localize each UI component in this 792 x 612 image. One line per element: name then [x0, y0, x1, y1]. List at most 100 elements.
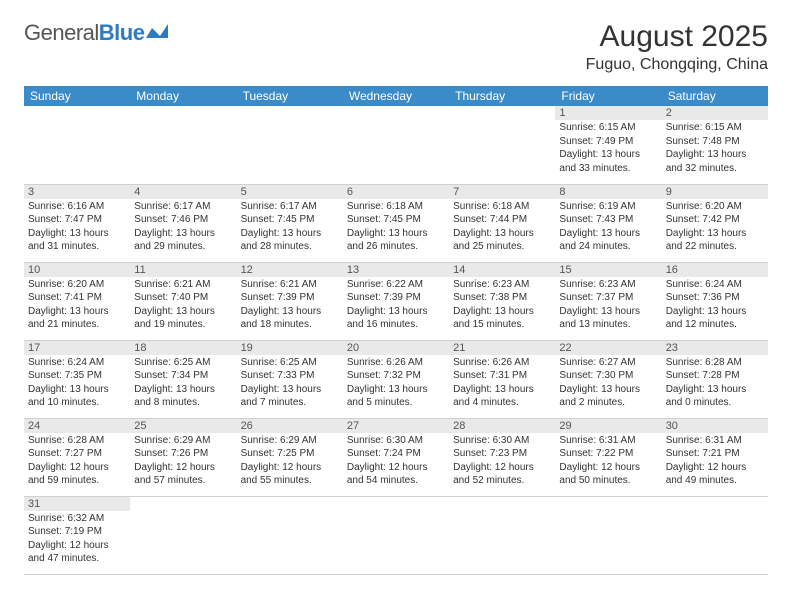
day-cell: 12Sunrise: 6:21 AMSunset: 7:39 PMDayligh… — [237, 262, 343, 340]
column-header: Saturday — [662, 86, 768, 106]
day-data: Sunrise: 6:17 AMSunset: 7:46 PMDaylight:… — [130, 199, 236, 257]
day-number: 17 — [24, 341, 130, 355]
column-header: Wednesday — [343, 86, 449, 106]
day-cell — [449, 496, 555, 574]
logo-text-b: Blue — [99, 20, 145, 46]
day-number: 25 — [130, 419, 236, 433]
day-data: Sunrise: 6:28 AMSunset: 7:28 PMDaylight:… — [662, 355, 768, 413]
day-data: Sunrise: 6:21 AMSunset: 7:39 PMDaylight:… — [237, 277, 343, 335]
day-data: Sunrise: 6:17 AMSunset: 7:45 PMDaylight:… — [237, 199, 343, 257]
day-cell: 29Sunrise: 6:31 AMSunset: 7:22 PMDayligh… — [555, 418, 661, 496]
column-header: Friday — [555, 86, 661, 106]
day-data: Sunrise: 6:32 AMSunset: 7:19 PMDaylight:… — [24, 511, 130, 569]
logo-text-a: General — [24, 20, 99, 46]
day-cell: 14Sunrise: 6:23 AMSunset: 7:38 PMDayligh… — [449, 262, 555, 340]
day-data: Sunrise: 6:18 AMSunset: 7:45 PMDaylight:… — [343, 199, 449, 257]
day-number: 1 — [555, 106, 661, 120]
day-data: Sunrise: 6:23 AMSunset: 7:38 PMDaylight:… — [449, 277, 555, 335]
day-cell — [343, 106, 449, 184]
column-header: Thursday — [449, 86, 555, 106]
day-data: Sunrise: 6:25 AMSunset: 7:33 PMDaylight:… — [237, 355, 343, 413]
day-number: 29 — [555, 419, 661, 433]
day-data: Sunrise: 6:18 AMSunset: 7:44 PMDaylight:… — [449, 199, 555, 257]
day-number: 16 — [662, 263, 768, 277]
day-number: 18 — [130, 341, 236, 355]
day-number: 5 — [237, 185, 343, 199]
day-data: Sunrise: 6:29 AMSunset: 7:25 PMDaylight:… — [237, 433, 343, 491]
day-cell: 18Sunrise: 6:25 AMSunset: 7:34 PMDayligh… — [130, 340, 236, 418]
day-number: 24 — [24, 419, 130, 433]
day-cell: 10Sunrise: 6:20 AMSunset: 7:41 PMDayligh… — [24, 262, 130, 340]
day-cell — [237, 106, 343, 184]
day-number: 4 — [130, 185, 236, 199]
table-row: 1Sunrise: 6:15 AMSunset: 7:49 PMDaylight… — [24, 106, 768, 184]
day-cell: 30Sunrise: 6:31 AMSunset: 7:21 PMDayligh… — [662, 418, 768, 496]
day-data: Sunrise: 6:15 AMSunset: 7:48 PMDaylight:… — [662, 120, 768, 178]
day-data: Sunrise: 6:26 AMSunset: 7:31 PMDaylight:… — [449, 355, 555, 413]
day-number: 10 — [24, 263, 130, 277]
day-number: 14 — [449, 263, 555, 277]
day-number: 15 — [555, 263, 661, 277]
day-number: 22 — [555, 341, 661, 355]
table-row: 24Sunrise: 6:28 AMSunset: 7:27 PMDayligh… — [24, 418, 768, 496]
day-number: 13 — [343, 263, 449, 277]
day-cell: 4Sunrise: 6:17 AMSunset: 7:46 PMDaylight… — [130, 184, 236, 262]
day-data: Sunrise: 6:24 AMSunset: 7:35 PMDaylight:… — [24, 355, 130, 413]
day-data: Sunrise: 6:15 AMSunset: 7:49 PMDaylight:… — [555, 120, 661, 178]
day-cell: 7Sunrise: 6:18 AMSunset: 7:44 PMDaylight… — [449, 184, 555, 262]
day-number: 28 — [449, 419, 555, 433]
table-row: 17Sunrise: 6:24 AMSunset: 7:35 PMDayligh… — [24, 340, 768, 418]
day-number: 3 — [24, 185, 130, 199]
day-cell: 28Sunrise: 6:30 AMSunset: 7:23 PMDayligh… — [449, 418, 555, 496]
day-cell: 9Sunrise: 6:20 AMSunset: 7:42 PMDaylight… — [662, 184, 768, 262]
day-cell — [343, 496, 449, 574]
day-cell: 22Sunrise: 6:27 AMSunset: 7:30 PMDayligh… — [555, 340, 661, 418]
day-cell — [237, 496, 343, 574]
day-cell: 31Sunrise: 6:32 AMSunset: 7:19 PMDayligh… — [24, 496, 130, 574]
day-cell: 11Sunrise: 6:21 AMSunset: 7:40 PMDayligh… — [130, 262, 236, 340]
day-number: 6 — [343, 185, 449, 199]
day-data: Sunrise: 6:26 AMSunset: 7:32 PMDaylight:… — [343, 355, 449, 413]
day-number: 21 — [449, 341, 555, 355]
day-cell: 6Sunrise: 6:18 AMSunset: 7:45 PMDaylight… — [343, 184, 449, 262]
day-data: Sunrise: 6:31 AMSunset: 7:22 PMDaylight:… — [555, 433, 661, 491]
day-data: Sunrise: 6:19 AMSunset: 7:43 PMDaylight:… — [555, 199, 661, 257]
day-number: 20 — [343, 341, 449, 355]
day-cell — [449, 106, 555, 184]
day-cell — [130, 106, 236, 184]
column-header: Tuesday — [237, 86, 343, 106]
day-data: Sunrise: 6:16 AMSunset: 7:47 PMDaylight:… — [24, 199, 130, 257]
flag-icon — [146, 20, 168, 46]
day-number: 19 — [237, 341, 343, 355]
day-cell: 26Sunrise: 6:29 AMSunset: 7:25 PMDayligh… — [237, 418, 343, 496]
table-row: 3Sunrise: 6:16 AMSunset: 7:47 PMDaylight… — [24, 184, 768, 262]
day-number: 8 — [555, 185, 661, 199]
day-data: Sunrise: 6:30 AMSunset: 7:24 PMDaylight:… — [343, 433, 449, 491]
column-header: Sunday — [24, 86, 130, 106]
day-cell: 21Sunrise: 6:26 AMSunset: 7:31 PMDayligh… — [449, 340, 555, 418]
calendar-table: SundayMondayTuesdayWednesdayThursdayFrid… — [24, 86, 768, 575]
day-cell: 27Sunrise: 6:30 AMSunset: 7:24 PMDayligh… — [343, 418, 449, 496]
day-data: Sunrise: 6:23 AMSunset: 7:37 PMDaylight:… — [555, 277, 661, 335]
day-data: Sunrise: 6:29 AMSunset: 7:26 PMDaylight:… — [130, 433, 236, 491]
title-block: August 2025 Fuguo, Chongqing, China — [586, 20, 768, 74]
day-cell: 20Sunrise: 6:26 AMSunset: 7:32 PMDayligh… — [343, 340, 449, 418]
day-number: 23 — [662, 341, 768, 355]
day-cell: 16Sunrise: 6:24 AMSunset: 7:36 PMDayligh… — [662, 262, 768, 340]
day-number: 7 — [449, 185, 555, 199]
day-cell — [130, 496, 236, 574]
column-header: Monday — [130, 86, 236, 106]
day-cell: 23Sunrise: 6:28 AMSunset: 7:28 PMDayligh… — [662, 340, 768, 418]
day-cell: 3Sunrise: 6:16 AMSunset: 7:47 PMDaylight… — [24, 184, 130, 262]
day-data: Sunrise: 6:31 AMSunset: 7:21 PMDaylight:… — [662, 433, 768, 491]
day-data: Sunrise: 6:30 AMSunset: 7:23 PMDaylight:… — [449, 433, 555, 491]
day-cell — [662, 496, 768, 574]
header: GeneralBlue August 2025 Fuguo, Chongqing… — [24, 20, 768, 74]
day-number: 12 — [237, 263, 343, 277]
day-number: 9 — [662, 185, 768, 199]
day-cell — [24, 106, 130, 184]
day-cell: 24Sunrise: 6:28 AMSunset: 7:27 PMDayligh… — [24, 418, 130, 496]
table-row: 10Sunrise: 6:20 AMSunset: 7:41 PMDayligh… — [24, 262, 768, 340]
day-number: 30 — [662, 419, 768, 433]
day-cell: 15Sunrise: 6:23 AMSunset: 7:37 PMDayligh… — [555, 262, 661, 340]
